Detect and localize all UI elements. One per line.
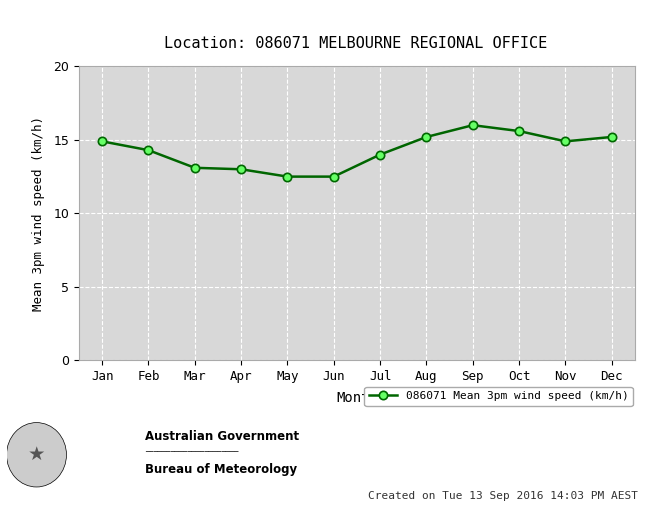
Legend: 086071 Mean 3pm wind speed (km/h): 086071 Mean 3pm wind speed (km/h) (365, 387, 633, 406)
Text: Created on Tue 13 Sep 2016 14:03 PM AEST: Created on Tue 13 Sep 2016 14:03 PM AEST (368, 491, 638, 501)
Text: Bureau of Meteorology: Bureau of Meteorology (145, 462, 297, 476)
Text: ──────────────────────: ────────────────────── (145, 449, 238, 455)
Text: Australian Government: Australian Government (145, 430, 299, 444)
Text: ★: ★ (28, 445, 45, 464)
X-axis label: Month: Month (336, 391, 378, 405)
Y-axis label: Mean 3pm wind speed (km/h): Mean 3pm wind speed (km/h) (32, 116, 45, 311)
Circle shape (7, 423, 66, 487)
Text: Location: 086071 MELBOURNE REGIONAL OFFICE: Location: 086071 MELBOURNE REGIONAL OFFI… (164, 36, 547, 51)
